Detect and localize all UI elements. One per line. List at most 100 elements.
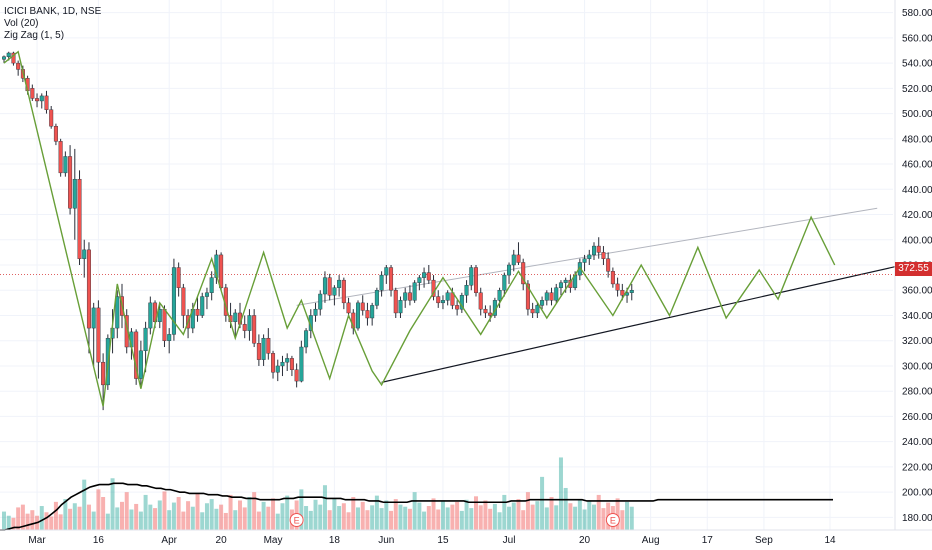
price-tick-label: 580.00	[902, 8, 932, 19]
candle-body	[610, 271, 615, 285]
time-tick-label: Aug	[642, 535, 660, 546]
candle-body	[219, 254, 224, 288]
volume-bar	[521, 510, 526, 530]
volume-bar	[478, 505, 483, 530]
candle-body	[606, 258, 611, 272]
volume-bar	[53, 501, 58, 530]
volume-bar	[105, 513, 110, 530]
candle-body	[11, 52, 16, 64]
support-trendline[interactable]	[381, 262, 911, 383]
volume-bar	[483, 500, 488, 530]
candle-body	[6, 52, 11, 57]
volume-bar	[384, 500, 389, 530]
candle-body	[478, 292, 483, 310]
candle-body	[242, 324, 247, 331]
volume-bar	[346, 512, 351, 530]
volume-bar	[455, 501, 460, 530]
earnings-marker[interactable]	[605, 513, 620, 527]
candle-body	[464, 284, 469, 296]
candle-body	[115, 296, 120, 329]
candle-body	[384, 267, 389, 276]
price-tick-label: 560.00	[902, 33, 932, 44]
volume-bar	[445, 507, 450, 530]
volume-bar	[407, 508, 412, 530]
candle-body	[440, 300, 445, 304]
candle-body	[200, 296, 205, 316]
volume-bar	[426, 506, 431, 530]
volume-bar	[544, 507, 549, 530]
volume-bar	[247, 497, 252, 530]
candle-body	[327, 277, 332, 296]
time-tick-label: Mar	[28, 535, 46, 546]
candle-body	[39, 95, 44, 102]
volume-bar	[540, 476, 545, 530]
candle-body	[535, 305, 540, 314]
time-tick-label: 20	[216, 535, 228, 546]
volume-bar	[63, 499, 68, 530]
candle-body	[143, 327, 148, 352]
zigzag-line	[3, 50, 836, 407]
candle-body	[138, 350, 143, 379]
candle-body	[58, 141, 63, 174]
price-tick-label: 440.00	[902, 185, 932, 196]
time-tick-label: 18	[329, 535, 341, 546]
candle-body	[540, 300, 545, 306]
candle-body	[370, 305, 375, 319]
volume-bar	[398, 504, 403, 530]
symbol-title[interactable]: ICICI BANK, 1D, NSE	[4, 6, 102, 17]
candle-body	[30, 88, 35, 99]
volume-bar	[219, 504, 224, 530]
candle-body	[2, 56, 6, 60]
price-tick-label: 200.00	[902, 488, 932, 499]
candle-body	[247, 315, 252, 331]
candle-body	[313, 308, 318, 316]
volume-bar	[412, 492, 417, 530]
candle-body	[266, 337, 271, 354]
volume-bar	[417, 502, 422, 530]
candle-body	[360, 302, 365, 311]
volume-bar	[181, 511, 186, 530]
earnings-marker[interactable]	[289, 513, 304, 527]
volume-bar	[431, 498, 436, 530]
volume-indicator-label[interactable]: Vol (20)	[4, 18, 39, 29]
candle-body	[261, 337, 266, 360]
time-axis[interactable]: Mar 16 Apr 20 May 18 Jun 15 Jul 20 Aug 17 Sep 14	[28, 535, 836, 546]
volume-bar	[488, 508, 493, 530]
volume-bar	[615, 498, 620, 530]
candle-body	[629, 290, 634, 293]
candle-body	[374, 290, 379, 306]
volume-bar	[440, 501, 445, 530]
candle-body	[171, 267, 176, 335]
candle-body	[563, 279, 568, 283]
candle-body	[582, 258, 587, 263]
candle-body	[346, 302, 351, 314]
time-tick-label: 14	[824, 535, 836, 546]
candle-body	[181, 287, 186, 316]
candle-body	[195, 308, 200, 316]
upper-trendline[interactable]	[296, 207, 878, 306]
zigzag-indicator-label[interactable]: Zig Zag (1, 5)	[4, 30, 65, 41]
volume-bar	[101, 497, 106, 530]
price-axis[interactable]: 180.00 200.00 220.00 240.00 260.00 280.00 300.…	[902, 8, 932, 524]
candle-body	[209, 277, 214, 293]
candle-body	[35, 98, 40, 102]
volume-bar	[474, 496, 478, 530]
volume-bar	[341, 503, 346, 530]
volume-bar	[16, 507, 21, 530]
volume-bar	[313, 499, 318, 530]
price-tick-label: 460.00	[902, 160, 932, 171]
volume-bar	[72, 503, 77, 530]
candle-body	[134, 331, 139, 379]
volume-bar	[204, 503, 209, 530]
candle-body	[389, 267, 394, 291]
volume-bar	[464, 499, 469, 530]
volume-bar	[134, 503, 139, 530]
volume-bar	[337, 506, 342, 530]
candle-body	[96, 307, 101, 363]
volume-bar	[39, 506, 44, 530]
candle-body	[592, 245, 597, 256]
volume-bar	[587, 500, 592, 530]
volume-bar	[233, 510, 238, 530]
